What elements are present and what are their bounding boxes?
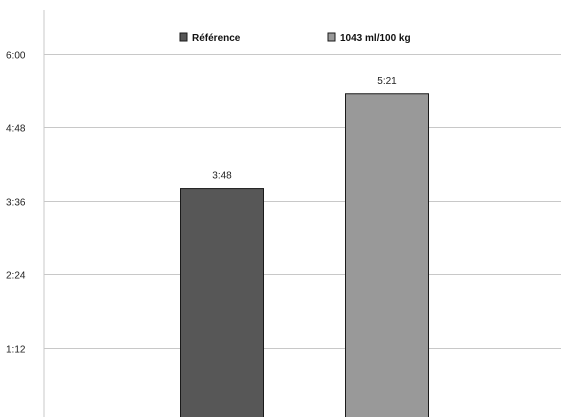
y-tick-label: 2:24 bbox=[6, 271, 26, 282]
legend-label-1043-ml: 1043 ml/100 kg bbox=[340, 33, 411, 44]
data-label: 3:48 bbox=[212, 171, 232, 182]
gridlines bbox=[44, 54, 561, 349]
y-axis-tick-labels: 0:001:122:243:364:486:00 bbox=[6, 51, 26, 356]
legend-swatch-reference bbox=[179, 32, 188, 42]
y-tick-label: 4:48 bbox=[6, 124, 26, 135]
y-tick-label: 3:36 bbox=[6, 198, 26, 209]
y-tick-label: 6:00 bbox=[6, 51, 26, 62]
legend-swatch-1043-ml bbox=[327, 32, 336, 42]
data-label: 5:21 bbox=[377, 76, 397, 87]
legend: Référence 1043 ml/100 kg bbox=[179, 32, 411, 44]
bar-reference bbox=[180, 188, 264, 417]
bar-1043-ml bbox=[345, 93, 429, 417]
data-labels: 3:48 5:21 bbox=[212, 76, 397, 182]
y-tick-label: 1:12 bbox=[6, 345, 26, 356]
bars bbox=[180, 93, 429, 417]
legend-label-reference: Référence bbox=[192, 33, 241, 44]
